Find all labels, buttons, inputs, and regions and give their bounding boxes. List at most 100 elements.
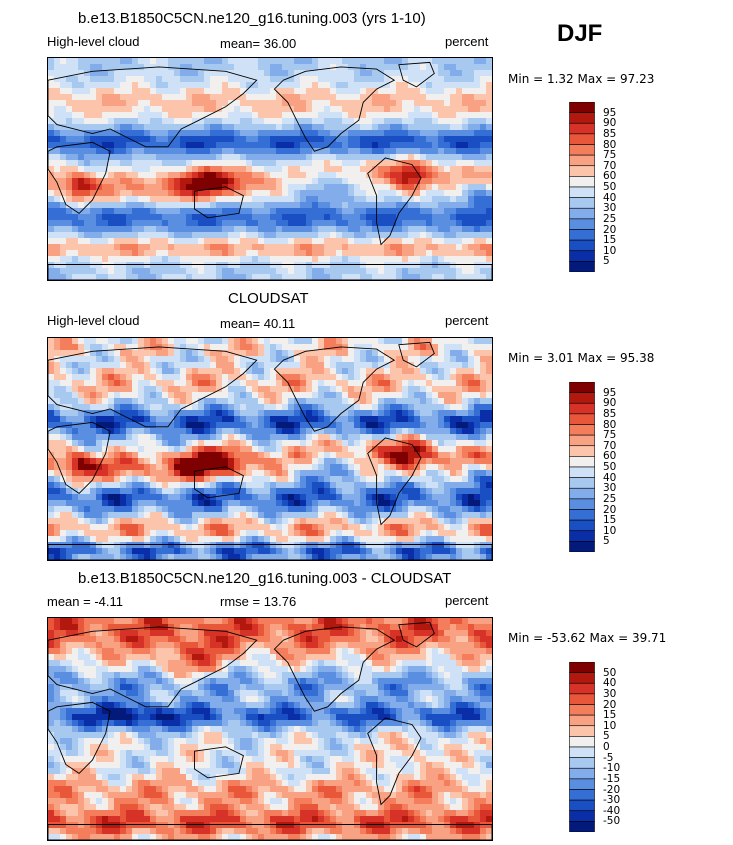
colorbar-swatch <box>569 434 595 447</box>
panel-3-map-canvas <box>48 618 492 840</box>
colorbar-swatch <box>569 799 595 812</box>
colorbar-label: 95 <box>603 386 617 399</box>
panel-1-minmax: Min = 1.32 Max = 97.23 <box>508 72 655 86</box>
colorbar-label: 40 <box>603 471 617 484</box>
colorbar-swatch <box>569 424 595 436</box>
colorbar-swatch <box>569 122 595 135</box>
colorbar-swatch <box>569 101 595 113</box>
colorbar-label: 50 <box>603 666 617 679</box>
colorbar-swatch <box>569 778 595 790</box>
colorbar-label: 95 <box>603 106 617 119</box>
colorbar-swatch <box>569 466 595 478</box>
colorbar-swatch <box>569 789 595 801</box>
colorbar-label: 25 <box>603 212 617 225</box>
panel-1-mean-label: mean= 36.00 <box>220 36 297 51</box>
colorbar-swatch <box>569 810 595 822</box>
colorbar-swatch <box>569 530 595 542</box>
panel-1-units-label: percent <box>445 34 489 49</box>
colorbar-label: 5 <box>603 730 610 743</box>
panel-1-map-canvas <box>48 58 492 280</box>
colorbar-swatch <box>569 767 595 780</box>
colorbar-label: -10 <box>603 762 621 775</box>
colorbar-label: 85 <box>603 407 617 420</box>
colorbar-label: 50 <box>603 461 617 473</box>
panel-3-mean-label: mean = -4.11 <box>47 594 124 609</box>
coastline <box>194 466 244 499</box>
colorbar-swatch <box>569 239 595 252</box>
colorbar-swatch <box>569 381 595 393</box>
colorbar-label: -40 <box>603 804 621 817</box>
panel-1-colorbar-swatches <box>569 101 595 273</box>
colorbar-label: 85 <box>603 127 617 140</box>
colorbar-label: 90 <box>603 397 617 410</box>
colorbar-label: 60 <box>603 450 617 463</box>
panel-1-title: b.e13.B1850C5CN.ne120_g16.tuning.003 (yr… <box>78 10 426 27</box>
colorbar-label: 10 <box>603 719 617 732</box>
colorbar-label: 40 <box>603 191 617 204</box>
colorbar-label: -20 <box>603 783 621 796</box>
colorbar-label: 75 <box>603 149 617 162</box>
colorbar-swatch <box>569 477 595 489</box>
coastline <box>194 746 244 779</box>
colorbar-swatch <box>569 704 595 716</box>
coastline <box>398 61 435 88</box>
colorbar-label: 80 <box>603 418 617 431</box>
colorbar-swatch <box>569 207 595 220</box>
colorbar-label: 10 <box>603 524 617 537</box>
colorbar-swatch <box>569 757 595 769</box>
colorbar-swatch <box>569 682 595 695</box>
colorbar-swatch <box>569 229 595 241</box>
colorbar-swatch <box>569 186 595 198</box>
panel-2-variable-label: High-level cloud <box>47 313 140 328</box>
colorbar-label: 80 <box>603 138 617 151</box>
colorbar-label: 5 <box>603 535 610 548</box>
coastline <box>48 544 492 560</box>
colorbar-swatch <box>569 218 595 230</box>
colorbar-swatch <box>569 413 595 425</box>
panel-3-map <box>47 617 493 841</box>
colorbar-label: -5 <box>603 751 614 764</box>
panel-3-minmax: Min = -53.62 Max = 39.71 <box>508 631 667 645</box>
coastline <box>367 157 422 246</box>
colorbar-label: 70 <box>603 439 617 452</box>
coastline <box>48 824 492 840</box>
coastline <box>398 621 435 648</box>
colorbar-swatch <box>569 402 595 415</box>
panel-3-rmse-label: rmse = 13.76 <box>220 594 297 609</box>
colorbar-swatch <box>569 736 595 748</box>
colorbar-swatch <box>569 487 595 500</box>
colorbar-label: 40 <box>603 677 617 690</box>
panel-3-colorbar-swatches <box>569 661 595 833</box>
colorbar-label: 0 <box>603 741 610 753</box>
coastline <box>48 421 111 494</box>
coastline <box>194 186 244 219</box>
coastline <box>273 346 396 432</box>
colorbar-swatch <box>569 672 595 684</box>
colorbar-label: 90 <box>603 117 617 130</box>
colorbar-label: 15 <box>603 709 617 722</box>
panel-2-map <box>47 337 493 561</box>
colorbar-label: 5 <box>603 255 610 268</box>
colorbar-label: 70 <box>603 159 617 172</box>
colorbar-swatch <box>569 746 595 758</box>
colorbar-swatch <box>569 154 595 167</box>
colorbar-label: -30 <box>603 794 621 807</box>
panel-3-title: b.e13.B1850C5CN.ne120_g16.tuning.003 - C… <box>78 570 452 587</box>
coastline <box>48 264 492 280</box>
colorbar-label: 15 <box>603 234 617 247</box>
colorbar-swatch <box>569 456 595 468</box>
panel-2-title: CLOUDSAT <box>228 290 309 307</box>
colorbar-swatch <box>569 144 595 156</box>
colorbar-swatch <box>569 821 595 833</box>
coastline <box>48 141 111 214</box>
coastline <box>48 66 258 148</box>
colorbar-label: -50 <box>603 815 621 828</box>
panel-2-map-canvas <box>48 338 492 560</box>
colorbar-swatch <box>569 498 595 510</box>
coastline <box>273 626 396 712</box>
panel-2-units-label: percent <box>445 313 489 328</box>
colorbar-swatch <box>569 519 595 532</box>
colorbar-swatch <box>569 661 595 673</box>
panel-1-variable-label: High-level cloud <box>47 34 140 49</box>
colorbar-label: 75 <box>603 429 617 442</box>
